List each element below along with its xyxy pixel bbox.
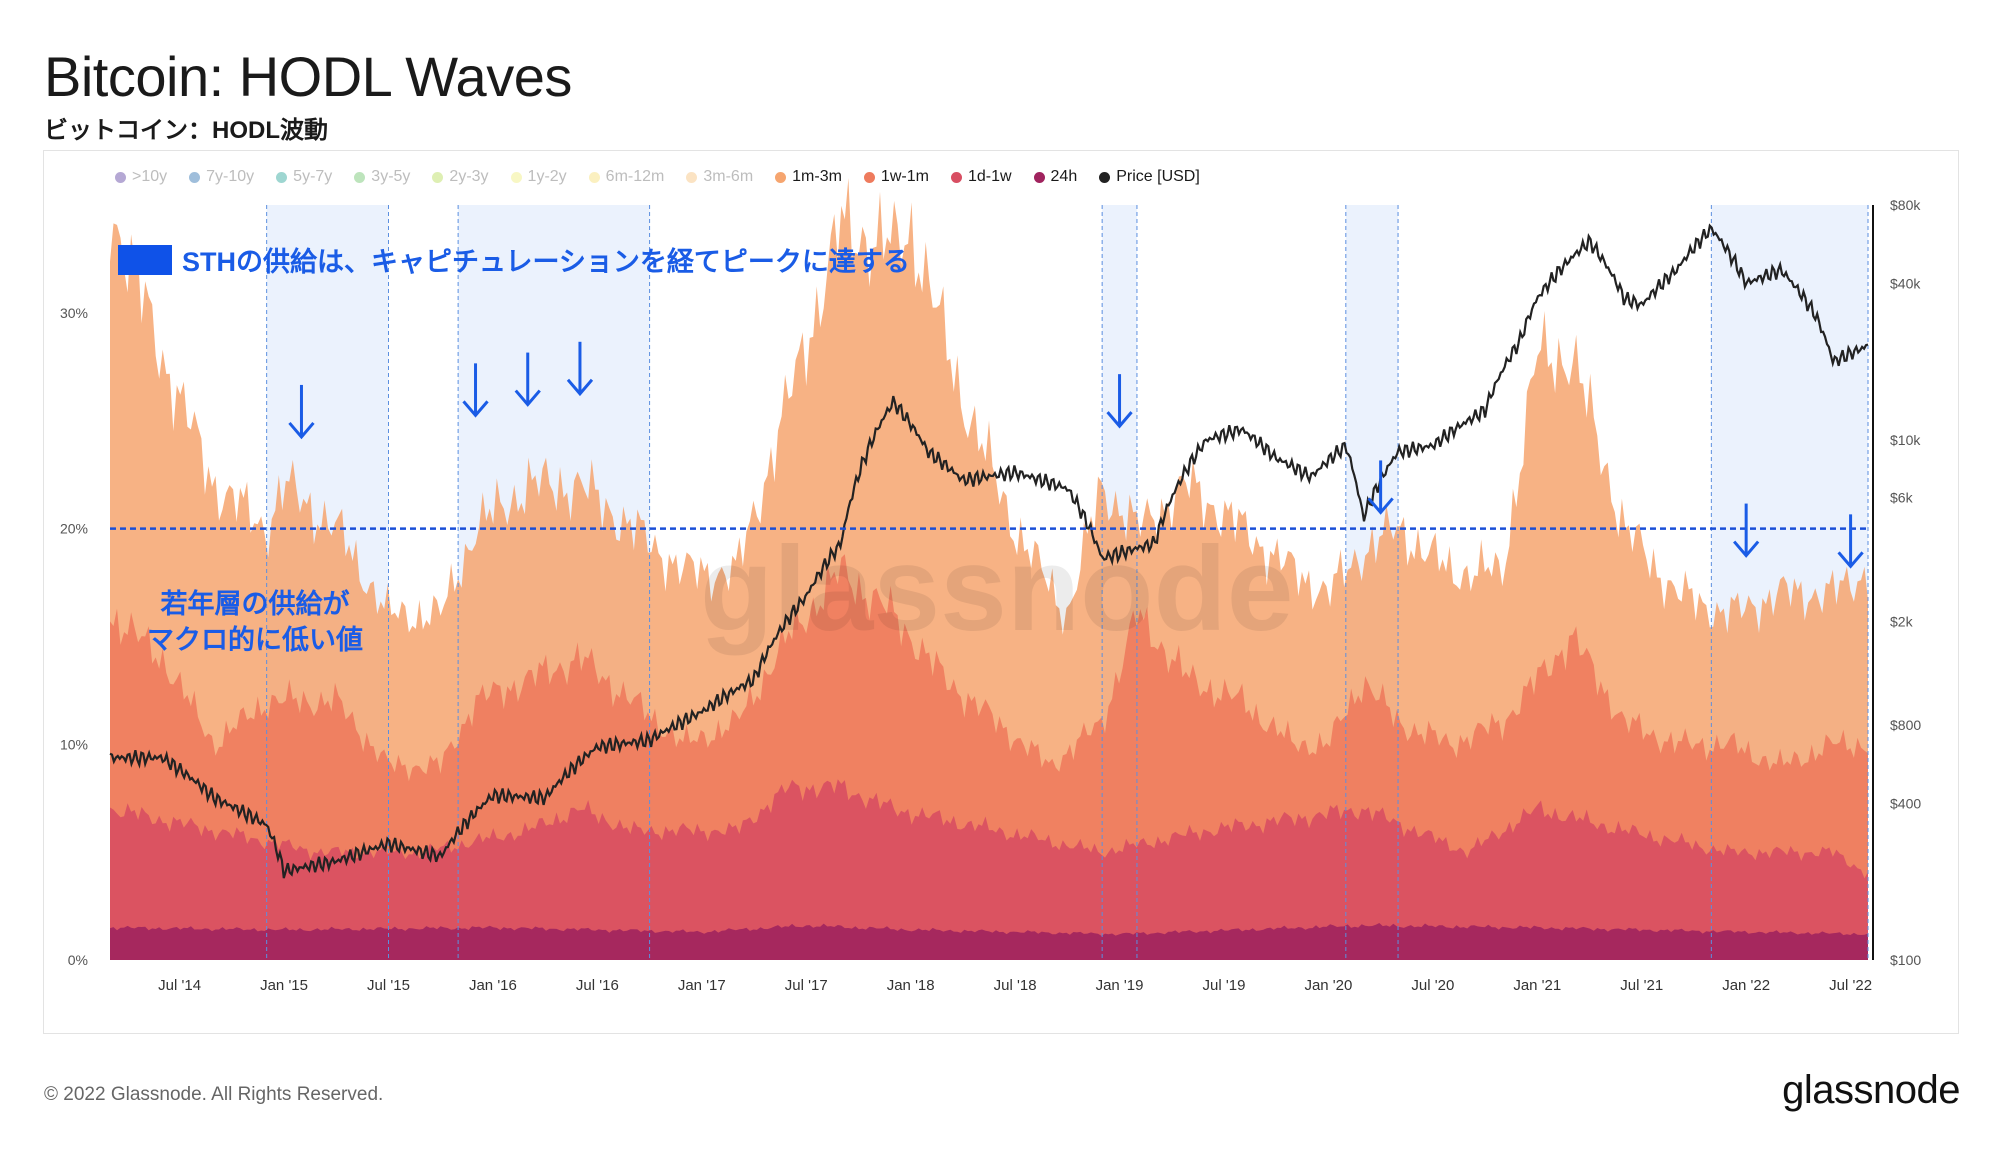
x-tick: Jul '22 — [1829, 977, 1872, 994]
legend-swatch — [189, 171, 201, 183]
x-tick: Jan '18 — [887, 977, 935, 994]
legend-label: 1m-3m — [792, 168, 842, 185]
y-left-tick: 20% — [60, 521, 88, 537]
legend-label: 7y-10y — [206, 168, 255, 185]
x-tick: Jan '17 — [678, 977, 726, 994]
x-tick: Jan '19 — [1096, 977, 1144, 994]
y-right-tick: $400 — [1890, 795, 1921, 811]
legend-label: 6m-12m — [605, 168, 665, 185]
legend-item-12[interactable]: Price [USD] — [1099, 168, 1200, 186]
legend-item-2[interactable]: 5y-7y — [276, 168, 332, 186]
x-tick: Jan '15 — [260, 977, 308, 994]
y-right-tick: $2k — [1890, 614, 1914, 630]
legend-label: Price [USD] — [1116, 168, 1200, 185]
page-subtitle: ビットコイン：HODL波動 — [44, 117, 328, 144]
legend-swatch — [775, 171, 787, 183]
y-right-tick: $40k — [1890, 275, 1921, 291]
legend-item-11[interactable]: 24h — [1033, 168, 1078, 186]
legend-label: 3y-5y — [371, 168, 411, 185]
x-tick: Jan '16 — [469, 977, 517, 994]
legend-label: 5y-7y — [293, 168, 333, 185]
y-left-tick: 10% — [60, 736, 88, 752]
peak-arrow-head-3 — [566, 378, 594, 397]
x-tick: Jul '18 — [994, 977, 1037, 994]
legend-item-3[interactable]: 3y-5y — [354, 168, 410, 186]
young-supply-line1: 若年層の供給が — [160, 589, 350, 619]
young-supply-line2: マクロ的に低い値 — [147, 625, 363, 655]
legend-swatch — [1099, 171, 1111, 183]
peak-arrow-head-6 — [1733, 540, 1760, 558]
legend-swatch — [354, 171, 366, 183]
y-right-tick: $6k — [1890, 490, 1914, 506]
y-left-tick: 0% — [68, 952, 88, 968]
y-left-tick: 30% — [60, 305, 88, 321]
legend-swatch — [510, 171, 522, 183]
legend-swatch — [276, 171, 288, 183]
watermark: glassnode — [700, 522, 1294, 656]
legend-swatch — [432, 171, 444, 183]
x-tick: Jul '15 — [367, 977, 410, 994]
sth-annotation-text: STHの供給は、キャピチュレーションを経てピークに達する — [182, 247, 910, 277]
legend-label: 24h — [1050, 168, 1078, 185]
page-title: Bitcoin: HODL Waves — [44, 45, 572, 108]
peak-arrow-head-2 — [514, 389, 541, 407]
legend-label: >10y — [132, 168, 168, 185]
peak-arrow-head-1 — [462, 400, 489, 418]
legend-item-9[interactable]: 1w-1m — [863, 168, 929, 186]
legend-label: 1d-1w — [967, 168, 1012, 185]
legend-item-6[interactable]: 6m-12m — [588, 168, 665, 186]
y-right-tick: $80k — [1890, 197, 1921, 213]
x-tick: Jul '21 — [1620, 977, 1663, 994]
chart-panel — [43, 150, 1959, 1034]
area-series-1d-1w — [110, 779, 1868, 960]
x-tick: Jan '21 — [1513, 977, 1561, 994]
peak-arrow-head-7 — [1837, 551, 1864, 569]
peak-arrow-head-5 — [1367, 497, 1394, 515]
price-line — [109, 223, 1869, 879]
legend-label: 3m-6m — [703, 168, 754, 185]
legend-swatch — [863, 171, 875, 183]
legend-label: 1y-2y — [527, 168, 567, 185]
sth-annotation: STHの供給は、キャピチュレーションを経てピークに達する — [118, 240, 910, 279]
legend-item-1[interactable]: 7y-10y — [189, 168, 254, 186]
y-right-tick: $10k — [1890, 432, 1921, 448]
legend-item-4[interactable]: 2y-3y — [432, 168, 489, 186]
legend-swatch — [1033, 171, 1045, 183]
x-tick: Jul '17 — [785, 977, 828, 994]
copyright: © 2022 Glassnode. All Rights Reserved. — [44, 1084, 384, 1105]
legend-swatch — [950, 171, 962, 183]
legend-item-7[interactable]: 3m-6m — [686, 168, 753, 186]
chart-legend: >10y 7y-10y 5y-7y 3y-5y 2y-3y 1y-2y 6m-12m 3m-6… — [115, 168, 1200, 186]
peak-arrow-head-0 — [288, 421, 315, 440]
y-right-tick: $800 — [1890, 717, 1921, 733]
legend-item-10[interactable]: 1d-1w — [950, 168, 1012, 186]
x-tick: Jul '16 — [576, 977, 619, 994]
x-tick: Jul '20 — [1411, 977, 1454, 994]
young-supply-annotation: 若年層の供給が マクロ的に低い値 — [130, 586, 380, 658]
annotation-marker — [118, 244, 172, 275]
x-tick: Jul '19 — [1203, 977, 1246, 994]
legend-label: 2y-3y — [449, 168, 489, 185]
x-tick: Jan '20 — [1304, 977, 1352, 994]
legend-swatch — [686, 171, 698, 183]
legend-label: 1w-1m — [880, 168, 929, 185]
legend-item-8[interactable]: 1m-3m — [775, 168, 842, 186]
brand-logo: glassnode — [1782, 1068, 1960, 1112]
y-right-tick: $100 — [1890, 952, 1921, 968]
x-tick: Jan '22 — [1722, 977, 1770, 994]
area-series-24h — [110, 923, 1868, 960]
peak-arrow-head-4 — [1106, 411, 1133, 429]
legend-swatch — [115, 171, 126, 183]
x-tick: Jul '14 — [158, 977, 201, 994]
legend-swatch — [588, 171, 600, 183]
legend-item-5[interactable]: 1y-2y — [510, 168, 567, 186]
legend-item-0[interactable]: >10y — [115, 168, 167, 186]
